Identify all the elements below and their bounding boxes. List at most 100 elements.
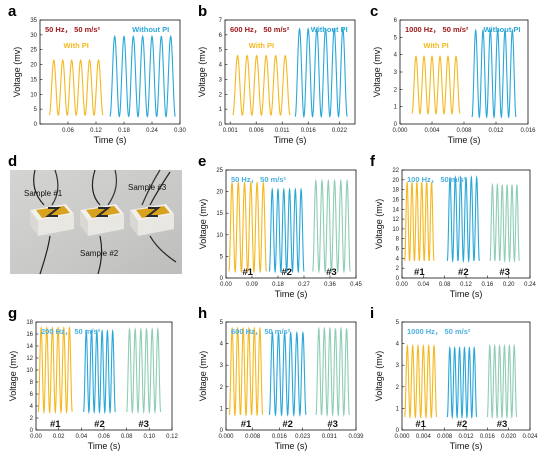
chart-e: 0.00 0.09 0.18 0.27 0.36 0.45 0 5 10 15 20 25 Time (… — [198, 168, 362, 299]
y-tick-label: 5 — [219, 48, 223, 54]
y-tick-label: 0 — [396, 428, 400, 434]
plot-frame — [225, 169, 357, 279]
x-tick-label: 0.016 — [480, 434, 496, 440]
y-tick-label: 16 — [26, 332, 33, 338]
condition-label: 200 Hz， 50 m/s² — [41, 327, 101, 336]
x-tick-label: 0.18 — [118, 128, 130, 134]
y-tick-label: 2 — [396, 266, 400, 272]
y-tick-label: 1 — [396, 406, 400, 412]
x-tick-label: 0.008 — [245, 434, 261, 440]
y-tick-label: 7 — [219, 18, 223, 24]
photo-label-sample-2: Sample #2 — [80, 249, 119, 258]
sample-photo: Sample #1 Sample #2 Sample #3 — [10, 169, 182, 275]
x-tick-label: 0.08 — [439, 282, 451, 288]
y-tick-label: 6 — [396, 247, 400, 253]
series-line-3 — [489, 182, 520, 263]
y-tick-label: 5 — [34, 107, 38, 113]
x-axis-label: Time (s) — [94, 135, 127, 145]
x-tick-label: 0.18 — [272, 282, 284, 288]
y-tick-label: 4 — [394, 53, 398, 59]
y-tick-label: 35 — [30, 18, 37, 24]
series-line-2 — [109, 34, 176, 118]
x-axis-label: Time (s) — [274, 135, 307, 145]
y-tick-label: 3 — [219, 77, 223, 83]
series-line-2 — [83, 328, 116, 415]
x-tick-label: 0.00 — [220, 282, 232, 288]
x-tick-label: 0.006 — [249, 128, 265, 134]
photo-label-sample-3: Sample #3 — [128, 183, 167, 192]
sample-label-1: #1 — [242, 267, 253, 278]
condition-label: 50 Hz， 50 m/s² — [231, 175, 287, 184]
x-tick-label: 0.36 — [324, 282, 336, 288]
panel-letter-i: i — [370, 305, 374, 322]
x-tick-label: 0.000 — [218, 434, 234, 440]
panel-letter-a: a — [8, 3, 17, 20]
y-tick-label: 10 — [26, 368, 33, 374]
chart-f: 0.00 0.04 0.08 0.12 0.16 0.20 0.24 0 2 4 6 8 10 12 14 1… — [374, 168, 536, 299]
y-tick-label: 0 — [220, 276, 224, 282]
x-tick-label: 0.24 — [146, 128, 158, 134]
series-label-without-pi: Without PI — [483, 25, 520, 34]
y-tick-label: 12 — [392, 217, 399, 223]
series-line-3 — [315, 326, 350, 418]
panel-letter-f: f — [370, 153, 376, 170]
y-tick-label: 2 — [220, 385, 224, 391]
x-tick-label: 0.27 — [298, 282, 310, 288]
x-tick-label: 0.039 — [348, 434, 364, 440]
y-tick-label: 4 — [396, 342, 400, 348]
sample-label-2: #2 — [457, 419, 468, 430]
y-tick-label: 25 — [30, 48, 37, 54]
plot-frame — [39, 19, 181, 125]
y-axis-label: Voltage (mv) — [374, 351, 384, 402]
y-tick-label: 5 — [396, 320, 400, 326]
sample-label-3: #3 — [499, 267, 510, 278]
y-tick-label: 10 — [30, 92, 37, 98]
series-line-1 — [232, 54, 291, 117]
sample-label-1: #1 — [241, 419, 252, 430]
y-tick-label: 18 — [26, 320, 33, 326]
x-tick-label: 0.04 — [417, 282, 429, 288]
y-tick-label: 12 — [26, 356, 33, 362]
x-tick-label: 0.004 — [424, 128, 440, 134]
y-tick-label: 15 — [216, 211, 223, 217]
sample-label-1: #1 — [414, 267, 425, 278]
y-axis-label: Voltage (mv) — [372, 47, 382, 98]
x-tick-label: 0.09 — [246, 282, 258, 288]
chart-b: 0.001 0.006 0.011 0.016 0.022 0 1 2 3 4 5 6 7 Time (s… — [197, 18, 356, 145]
y-tick-label: 3 — [396, 363, 400, 369]
condition-label: 50 Hz， 50 m/s² — [45, 25, 101, 34]
chart-a: 0.06 0.12 0.18 0.24 0.30 0 5 10 15 20 25 30 35 Time (… — [12, 18, 186, 145]
y-tick-label: 4 — [396, 256, 400, 262]
x-tick-label: 0.24 — [524, 282, 536, 288]
y-tick-label: 0 — [220, 428, 224, 434]
series-line-2 — [446, 345, 478, 420]
x-tick-label: 0.024 — [522, 434, 538, 440]
series-line-3 — [486, 343, 518, 420]
x-tick-label: 0.12 — [90, 128, 102, 134]
x-tick-label: 0.001 — [223, 128, 239, 134]
panel-letter-g: g — [8, 305, 17, 322]
series-line-1 — [228, 326, 264, 418]
y-tick-label: 4 — [220, 342, 224, 348]
y-tick-label: 1 — [394, 105, 398, 111]
y-tick-label: 0 — [34, 122, 38, 128]
y-tick-label: 1 — [219, 107, 223, 113]
x-axis-label: Time (s) — [275, 289, 308, 299]
series-line-2 — [446, 175, 480, 264]
x-tick-label: 0.30 — [174, 128, 186, 134]
sample-label-1: #1 — [415, 419, 426, 430]
series-line-2 — [268, 330, 307, 417]
x-tick-label: 0.012 — [458, 434, 474, 440]
panel-letter-b: b — [198, 3, 207, 20]
sample-label-2: #2 — [94, 419, 105, 430]
chart-c: 0.000 0.004 0.008 0.012 0.016 0 1 2 3 4 5 6 Time (s)… — [372, 18, 536, 145]
y-tick-label: 2 — [30, 416, 34, 422]
y-tick-label: 0 — [30, 428, 34, 434]
y-tick-label: 22 — [392, 168, 399, 174]
x-tick-label: 0.12 — [166, 434, 178, 440]
series-label-with-pi: With PI — [63, 41, 88, 50]
sample-label-2: #2 — [458, 267, 469, 278]
plot-frame — [225, 321, 357, 431]
x-axis-label: Time (s) — [450, 441, 483, 451]
